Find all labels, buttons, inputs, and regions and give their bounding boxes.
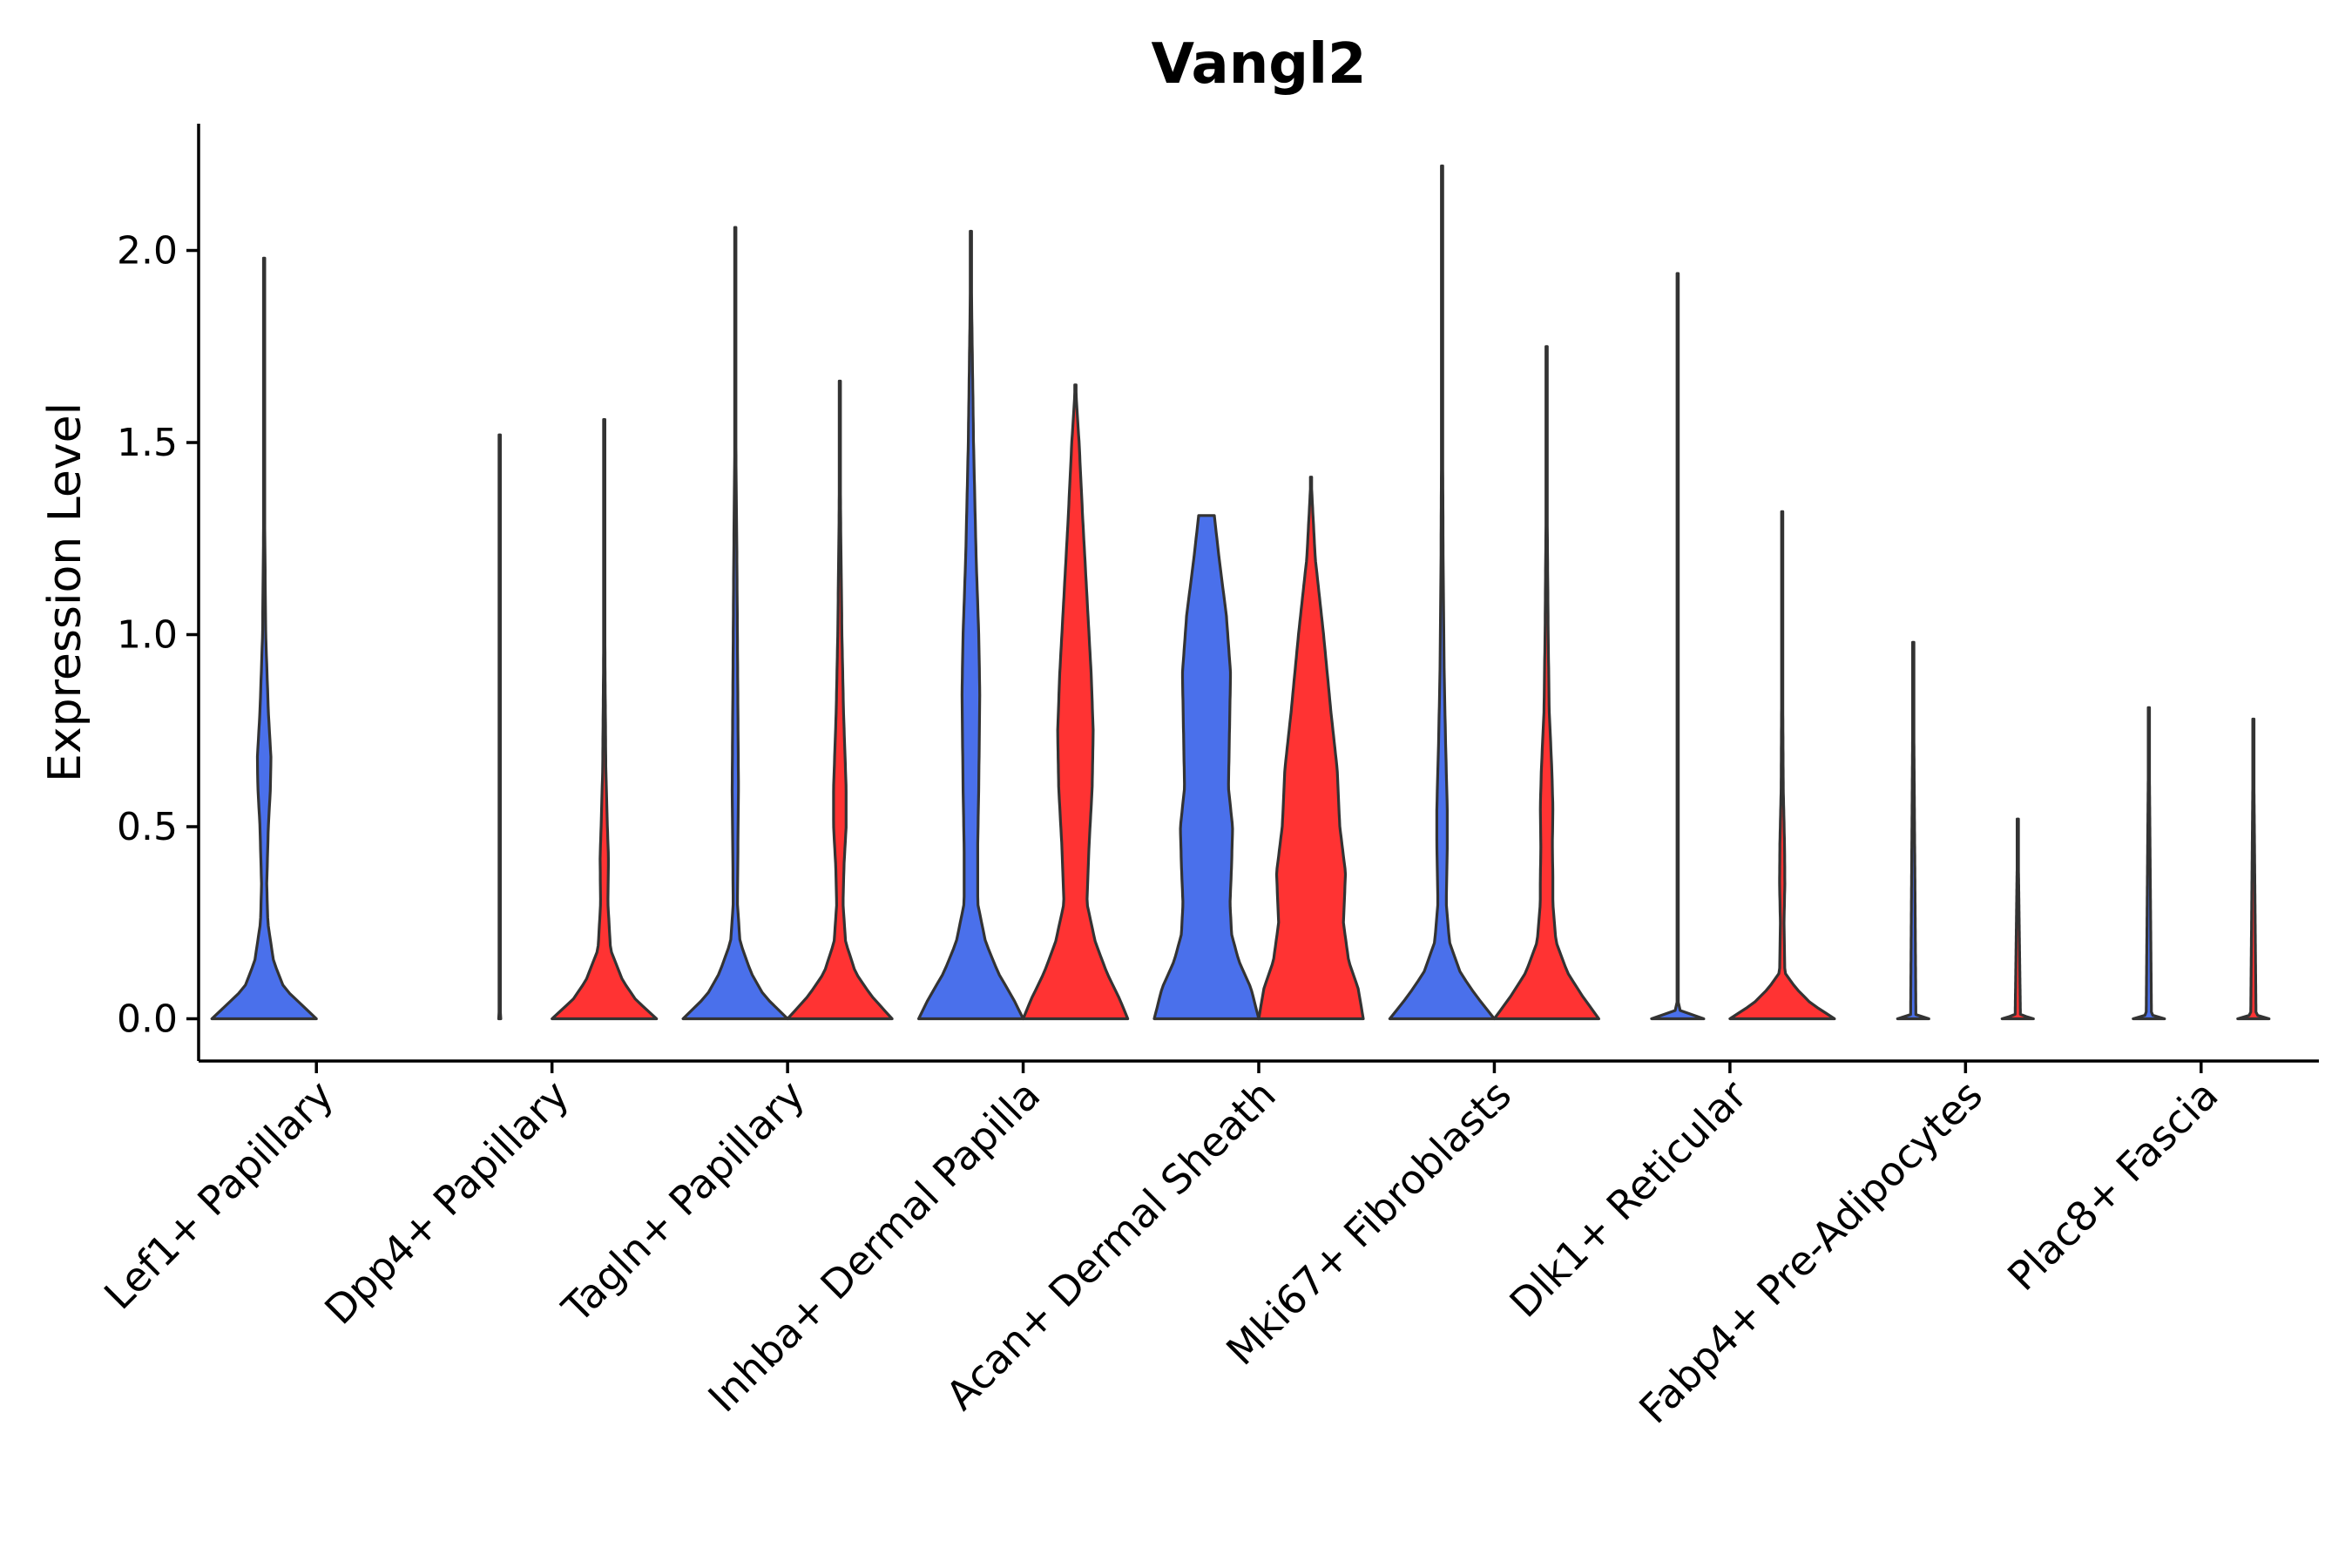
violin-lef1-papillary-blue (210, 256, 318, 1021)
violin-mki67-fibroblasts-red (1492, 345, 1600, 1021)
y-tick-label: 1.0 (117, 613, 178, 658)
x-tick-label-tagln-papillary: Tagln+ Papillary (552, 1071, 814, 1333)
chart-title: Vangl2 (1151, 32, 1366, 97)
x-tick-label-plac8-fascia: Plac8+ Fascia (1998, 1071, 2227, 1300)
y-axis: 0.0 0.5 1.0 1.5 2.0 (117, 124, 200, 1061)
violin-fabp4-pre-adipocytes-red (2000, 817, 2035, 1021)
violin-dlk1-reticular-blue (1650, 272, 1706, 1021)
y-tick-label: 1.5 (117, 421, 178, 465)
x-tick-label-dpp4-papillary: Dpp4+ Papillary (315, 1071, 578, 1334)
y-tick-label: 2.0 (117, 229, 178, 274)
violin-inhba-dermal-papilla-red (1022, 383, 1130, 1021)
y-axis-label: Expression Level (39, 402, 91, 782)
violin-tagln-papillary-blue (681, 226, 789, 1021)
x-tick-label-dlk1-reticular: Dlk1+ Reticular (1500, 1071, 1755, 1327)
violins-group (210, 164, 2271, 1021)
violin-dlk1-reticular-red (1728, 510, 1836, 1021)
violin-inhba-dermal-papilla-blue (917, 229, 1025, 1021)
violin-plac8-fascia-red (2236, 717, 2271, 1021)
violin-acan-dermal-sheath-red (1257, 476, 1365, 1021)
violin-mki67-fibroblasts-blue (1388, 164, 1496, 1021)
violin-tagln-papillary-red (786, 379, 894, 1021)
violin-plac8-fascia-blue (2132, 706, 2166, 1021)
violin-acan-dermal-sheath-blue (1152, 514, 1260, 1021)
y-tick-label: 0.5 (117, 805, 178, 849)
x-tick-label-lef1-papillary: Lef1+ Papillary (95, 1071, 342, 1319)
violin-dpp4-papillary-red (551, 418, 659, 1021)
y-tick-label: 0.0 (117, 997, 178, 1041)
violin-dpp4-papillary-blue (497, 433, 503, 1021)
violin-fabp4-pre-adipocytes-blue (1896, 640, 1930, 1021)
